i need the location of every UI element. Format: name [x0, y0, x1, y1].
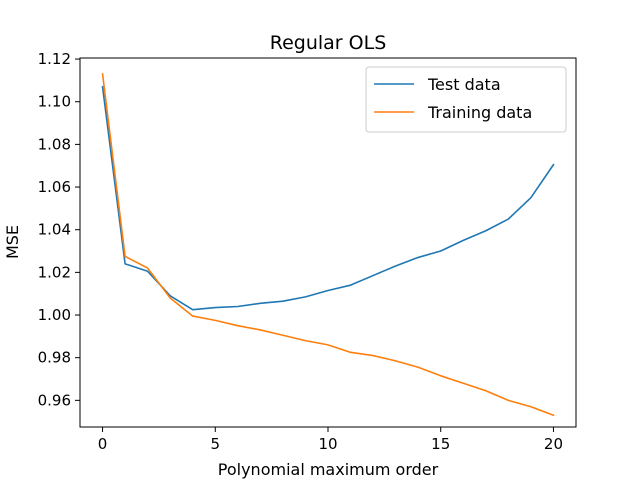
legend-label: Test data [427, 75, 501, 94]
x-tick-label: 10 [318, 435, 337, 453]
y-tick-label: 1.12 [38, 50, 71, 68]
y-tick-label: 1.06 [38, 178, 71, 196]
y-tick-label: 1.10 [38, 93, 71, 111]
y-tick-label: 0.98 [38, 349, 71, 367]
series-line-2 [101, 73, 555, 417]
legend-label: Training data [427, 103, 532, 122]
chart-title: Regular OLS [270, 32, 387, 54]
legend-box [365, 66, 567, 133]
y-axis-label: MSE [3, 225, 22, 259]
y-tick-label: 1.02 [38, 263, 71, 281]
y-tick-label: 1.00 [38, 306, 71, 324]
x-tick-label: 20 [544, 435, 563, 453]
y-tick-label: 1.08 [38, 135, 71, 153]
legend: Test data Training data [365, 66, 567, 133]
axis-ticks: 0 5 10 15 20 0.96 0.98 1.00 1.02 1.04 1.06 1.08 1.10… [38, 50, 563, 453]
series-line-1 [101, 85, 555, 311]
x-tick-label: 15 [431, 435, 450, 453]
x-axis-label: Polynomial maximum order [218, 460, 439, 479]
y-tick-label: 0.96 [38, 391, 71, 409]
x-tick-label: 0 [98, 435, 108, 453]
y-tick-label: 1.04 [38, 221, 71, 239]
x-tick-label: 5 [210, 435, 220, 453]
